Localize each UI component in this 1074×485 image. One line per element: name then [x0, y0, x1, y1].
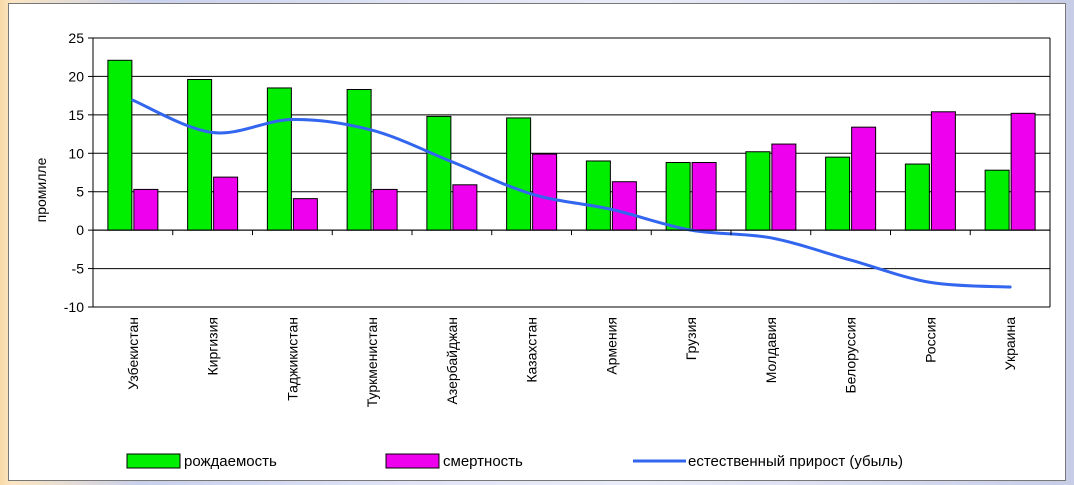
legend-swatch-birth-rate: [126, 453, 181, 469]
x-category-label: Белоруссия: [843, 317, 859, 394]
x-category-label: Казахстан: [524, 317, 540, 383]
bar-death-rate: [213, 176, 239, 231]
bar-death-rate: [532, 153, 558, 231]
y-tick-label: -10: [64, 299, 84, 315]
x-category-label: Украина: [1002, 317, 1018, 371]
x-axis: Узбекистан Киргизия Таджикистан Туркмениста…: [92, 229, 1051, 407]
y-tick-label: -5: [72, 261, 85, 277]
bar-death-rate: [452, 184, 478, 231]
x-category-label: Таджикистан: [284, 317, 300, 401]
growth-line-layer: [131, 98, 1012, 289]
chart-panel: [8, 3, 1066, 481]
x-category-label: Киргизия: [205, 317, 221, 376]
y-tick-label: 10: [68, 145, 84, 161]
bar-birth-rate: [107, 59, 133, 231]
x-category-label: Грузия: [683, 317, 699, 360]
x-category-label: Армения: [603, 317, 619, 375]
legend: рождаемость смертность естественный прирос…: [126, 453, 903, 470]
y-tick-label: 25: [68, 30, 84, 46]
bars: [107, 59, 1036, 231]
y-tick-label: 0: [76, 222, 84, 238]
x-category-label: Молдавия: [763, 317, 779, 383]
x-category-label: Азербайджан: [444, 317, 460, 405]
legend-label-natural-growth: естественный прирост (убыль): [688, 453, 903, 470]
bar-death-rate: [1010, 112, 1036, 231]
x-category-label: Россия: [922, 317, 938, 363]
y-tick-label: 15: [68, 107, 84, 123]
bar-death-rate: [771, 143, 797, 231]
bar-death-rate: [851, 126, 877, 231]
legend-swatch-death-rate: [385, 453, 440, 469]
bar-birth-rate: [825, 156, 851, 231]
bar-birth-rate: [904, 163, 930, 231]
bar-death-rate: [611, 181, 637, 231]
y-tick-label: 5: [76, 184, 84, 200]
bar-birth-rate: [984, 169, 1010, 231]
y-axis: 25 20 15 10 5 0 -5 -10: [64, 30, 1051, 315]
bar-birth-rate: [187, 79, 213, 231]
bar-birth-rate: [745, 151, 771, 231]
bar-birth-rate: [426, 115, 452, 231]
bar-birth-rate: [266, 87, 292, 231]
growth-line: [131, 98, 1012, 289]
bar-birth-rate: [585, 160, 611, 231]
bar-death-rate: [930, 111, 956, 231]
bar-death-rate: [372, 188, 398, 231]
legend-label-birth-rate: рождаемость: [184, 453, 277, 470]
x-category-label: Туркменистан: [364, 317, 380, 407]
y-tick-label: 20: [68, 68, 84, 84]
bar-birth-rate: [506, 117, 532, 231]
bar-death-rate: [133, 188, 159, 231]
bar-death-rate: [292, 198, 318, 231]
bar-birth-rate: [665, 162, 691, 231]
bar-death-rate: [691, 162, 717, 231]
bar-birth-rate: [346, 88, 372, 231]
y-axis-label: промилле: [33, 157, 49, 222]
x-category-label: Узбекистан: [125, 317, 141, 390]
legend-label-death-rate: смертность: [443, 453, 523, 470]
